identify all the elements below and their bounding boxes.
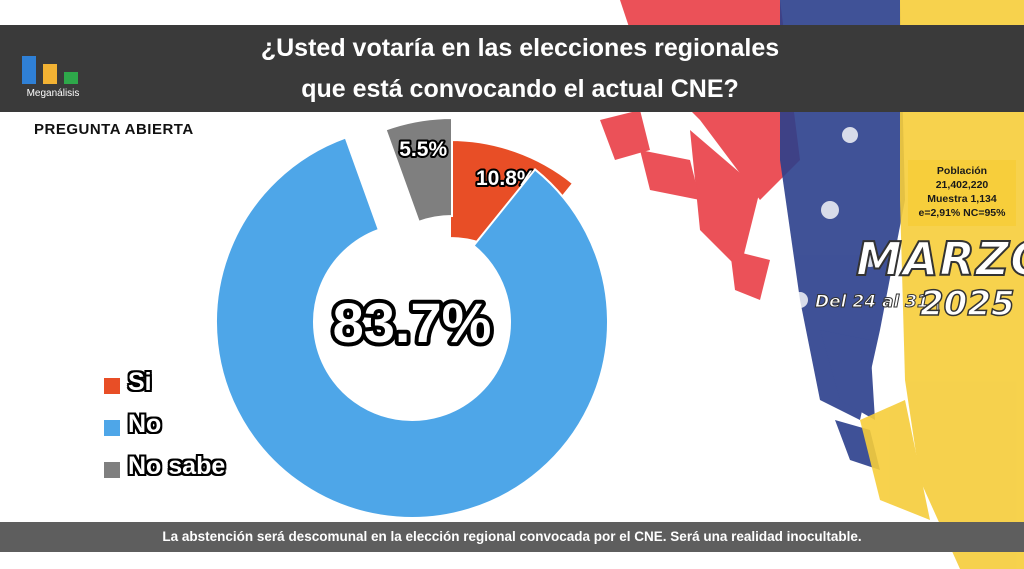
logo-bar-yellow: [43, 64, 57, 84]
slice-no-sabe: [384, 116, 453, 224]
population-label: Población: [936, 165, 988, 177]
header-bar: [0, 25, 1024, 112]
chart-title-line-1: ¿Usted votaría en las elecciones regiona…: [260, 34, 780, 62]
footer-caption: La abstención será descomunal en la elec…: [0, 522, 1024, 552]
legend-swatch-no: [104, 420, 120, 436]
survey-month: MARZO: [855, 231, 1024, 287]
survey-year: 2025: [919, 283, 1015, 325]
chart-title-line-2: que está convocando el actual CNE?: [301, 75, 739, 103]
survey-dates: Del 24 al 31 |: [815, 292, 942, 313]
logo-bar-green: [64, 72, 78, 84]
info-box: [908, 160, 1016, 226]
chart-title: ¿Usted votaría en las elecciones regiona…: [170, 28, 870, 110]
legend-swatch-no-sabe: [104, 462, 120, 478]
slice-label-no: 83.7%: [333, 291, 492, 354]
brand-logo: Meganálisis: [18, 32, 88, 102]
legend-label-si: Si: [128, 368, 152, 396]
sample-size: Muestra 1,134: [927, 193, 997, 205]
slice-no: [215, 136, 609, 519]
brand-name: Meganálisis: [26, 88, 80, 99]
logo-bar-blue: [22, 56, 36, 84]
legend-label-no-sabe: No sabe: [128, 452, 226, 480]
sample-info: Población 21,402,220 Muestra 1,134 e=2,9…: [912, 164, 1012, 220]
legend-label-no: No: [128, 410, 162, 438]
slice-label-no-sabe: 5.5%: [399, 138, 447, 161]
error-margin: e=2,91% NC=95%: [918, 207, 1006, 219]
question-type-label: PREGUNTA ABIERTA: [34, 121, 194, 138]
legend-swatch-si: [104, 378, 120, 394]
flag-yellow-strokes: [860, 0, 1024, 569]
population-value: 21,402,220: [935, 179, 989, 191]
